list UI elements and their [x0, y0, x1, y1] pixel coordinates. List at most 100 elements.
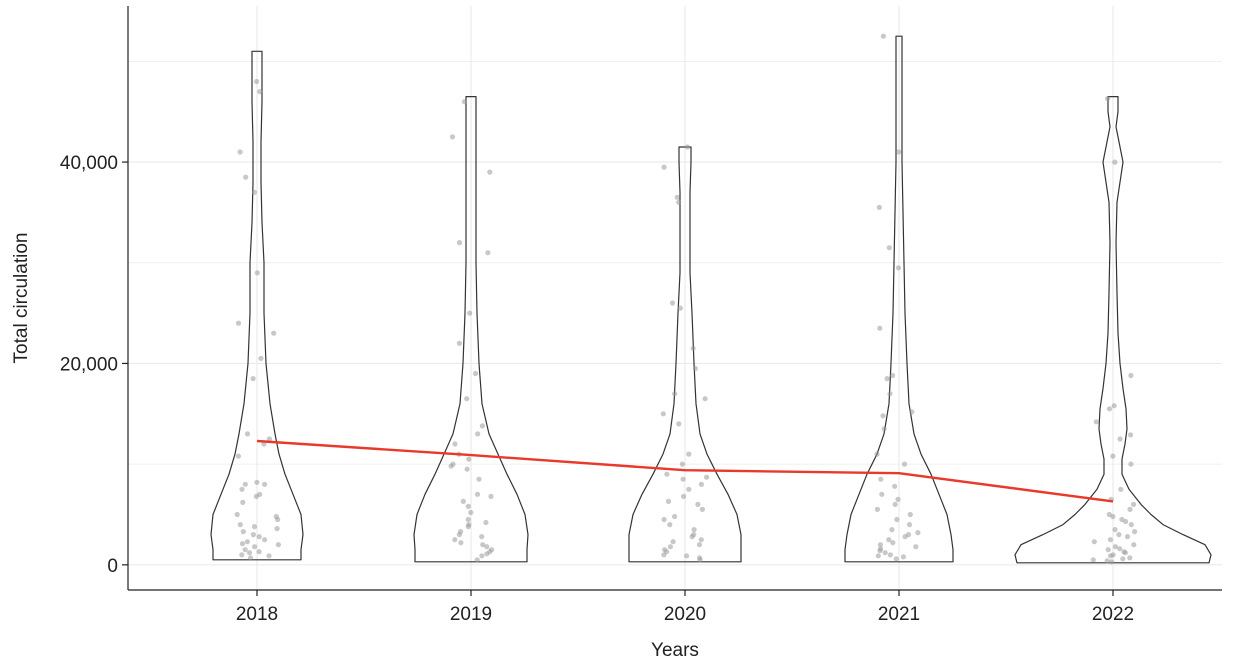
data-point: [257, 89, 263, 95]
trend-line: [256, 439, 1114, 503]
data-point: [672, 513, 678, 520]
data-point: [878, 476, 884, 482]
data-point: [915, 530, 921, 536]
data-point: [875, 553, 881, 559]
data-point: [1118, 486, 1124, 492]
data-point: [235, 320, 242, 326]
data-point: [1128, 522, 1134, 528]
data-point: [1091, 539, 1097, 545]
data-point: [690, 345, 696, 351]
data-point: [1127, 555, 1133, 561]
data-point: [262, 537, 268, 543]
data-point: [466, 456, 472, 462]
data-point: [679, 461, 686, 467]
data-point: [250, 376, 256, 382]
data-point: [676, 421, 682, 427]
data-point: [900, 554, 907, 560]
data-point: [1111, 403, 1117, 409]
data-point: [672, 391, 678, 397]
data-point: [704, 474, 710, 480]
data-point: [1128, 461, 1134, 467]
data-point: [275, 542, 281, 548]
data-point: [239, 486, 245, 492]
data-point: [890, 372, 896, 379]
data-point: [1131, 542, 1137, 548]
data-point: [479, 553, 485, 559]
data-point: [1120, 556, 1126, 562]
data-point: [877, 548, 883, 554]
data-point: [465, 503, 471, 509]
data-point: [894, 516, 900, 523]
data-point: [1112, 544, 1118, 550]
data-point: [468, 509, 474, 516]
data-point: [702, 396, 708, 402]
data-point: [456, 340, 462, 346]
data-point: [892, 501, 898, 507]
data-point: [893, 556, 899, 562]
data-point: [1128, 432, 1134, 438]
data-point: [452, 441, 458, 447]
axes: 0 20,000 40,000 2018 2019 2020 2021 2022: [60, 6, 1222, 625]
data-point: [275, 516, 281, 523]
data-point: [266, 436, 272, 442]
data-point: [665, 498, 672, 504]
data-point: [484, 551, 490, 557]
violin-2020: [628, 146, 742, 563]
data-point: [465, 524, 471, 530]
data-point: [880, 413, 886, 419]
data-point: [689, 534, 695, 540]
violins: [210, 35, 1212, 564]
data-point: [254, 270, 260, 276]
data-point: [475, 431, 481, 437]
data-point: [256, 534, 262, 540]
data-point: [461, 99, 467, 105]
data-point: [244, 539, 250, 545]
data-point: [1106, 406, 1113, 412]
data-point: [913, 544, 919, 550]
data-point: [907, 511, 913, 518]
data-point: [677, 305, 683, 311]
data-point: [880, 33, 887, 39]
y-tick-label: 20,000: [60, 354, 118, 375]
data-point: [686, 451, 692, 457]
data-point: [460, 498, 466, 504]
data-point: [1123, 518, 1129, 525]
data-point: [877, 542, 884, 548]
data-point: [235, 453, 241, 459]
data-point: [680, 476, 686, 482]
data-point: [886, 537, 892, 543]
data-point: [262, 481, 268, 487]
data-point: [697, 557, 703, 563]
data-point: [237, 522, 243, 528]
violin-2019: [413, 96, 529, 563]
data-point: [884, 376, 890, 382]
data-point: [1108, 559, 1115, 565]
violin-2021: [844, 35, 954, 563]
data-point: [1117, 436, 1123, 442]
data-point: [1131, 501, 1137, 507]
data-point: [1110, 453, 1116, 459]
data-point: [253, 493, 259, 499]
data-point: [251, 189, 258, 195]
data-point: [895, 496, 901, 502]
y-axis-title: Total circulation: [11, 233, 32, 364]
data-point: [484, 544, 490, 550]
data-point: [452, 537, 458, 543]
data-point: [892, 483, 898, 489]
data-point: [874, 506, 881, 512]
data-point: [681, 493, 687, 499]
data-point: [909, 409, 915, 415]
data-point: [895, 265, 902, 271]
data-point: [246, 550, 253, 556]
violin-2018: [210, 50, 304, 561]
data-point: [696, 542, 703, 548]
data-point: [1112, 159, 1118, 165]
data-point: [476, 476, 482, 482]
data-point: [1122, 550, 1128, 556]
data-point: [465, 516, 471, 523]
data-point: [479, 423, 485, 429]
data-point: [456, 240, 463, 246]
data-point: [684, 144, 691, 150]
grid-lines: [128, 6, 1222, 590]
data-point: [664, 471, 670, 477]
